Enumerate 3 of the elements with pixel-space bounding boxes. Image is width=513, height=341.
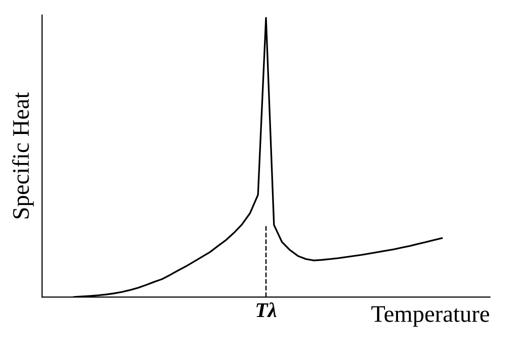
y-axis-title: Specific Heat bbox=[12, 92, 34, 218]
text: Tλ bbox=[256, 302, 276, 318]
x-axis-title: Temperature bbox=[371, 306, 490, 327]
